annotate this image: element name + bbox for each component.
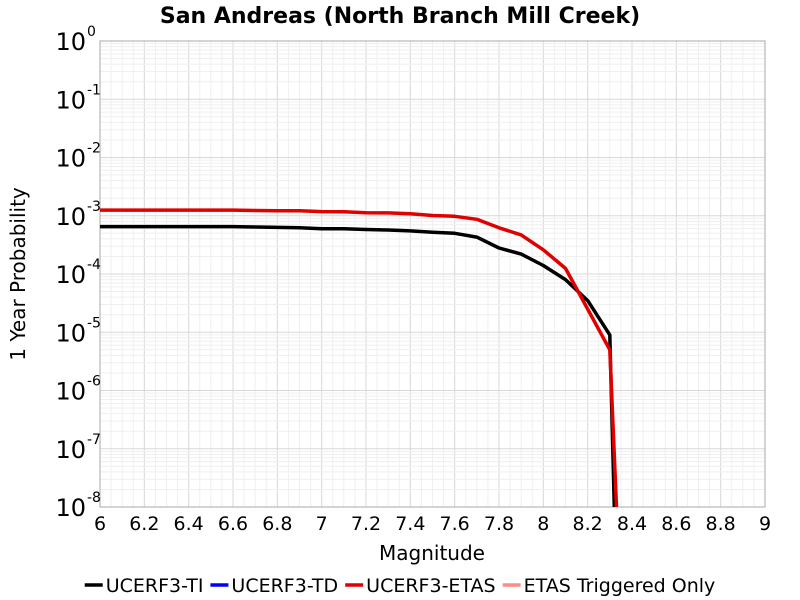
x-tick-label: 8.4 <box>617 513 647 535</box>
y-tick-label: 10 0 <box>55 24 95 56</box>
x-tick-label: 6.2 <box>129 513 159 535</box>
series-line-ucerf3-etas <box>100 208 619 508</box>
legend-item: UCERF3-ETAS <box>345 575 496 597</box>
x-tick-label: 7.2 <box>351 513 381 535</box>
y-tick-base: 10 <box>55 203 86 231</box>
x-tick-label: 7 <box>316 513 328 535</box>
y-tick-base: 10 <box>55 145 86 173</box>
y-tick-base: 10 <box>55 494 86 522</box>
y-tick-base: 10 <box>55 378 86 406</box>
y-tick-label: 10 -6 <box>55 374 101 406</box>
x-axis-label: Magnitude <box>379 541 485 565</box>
legend-item: UCERF3-TD <box>210 575 338 597</box>
y-tick-label: 10 -4 <box>55 257 101 289</box>
y-tick-base: 10 <box>55 86 86 114</box>
y-tick-label: 10 -8 <box>55 490 101 522</box>
legend-label: UCERF3-TD <box>231 575 338 597</box>
y-tick-label: 10 -2 <box>55 141 101 173</box>
y-tick-exponent: -8 <box>87 490 101 506</box>
x-tick-label: 9 <box>759 513 771 535</box>
legend: UCERF3-TI UCERF3-TD UCERF3-ETAS ETAS Trigge… <box>84 575 716 597</box>
y-tick-base: 10 <box>55 436 86 464</box>
grid <box>99 41 766 508</box>
x-tick-label: 7.8 <box>484 513 514 535</box>
x-tick-label: 6.4 <box>174 513 204 535</box>
y-tick-exponent: -4 <box>87 257 101 273</box>
x-tick-label: 8.2 <box>573 513 603 535</box>
y-tick-base: 10 <box>55 261 86 289</box>
y-tick-exponent: -1 <box>87 82 101 98</box>
legend-label: ETAS Triggered Only <box>524 575 716 597</box>
y-tick-label: 10 -5 <box>55 315 101 347</box>
y-tick-exponent: -5 <box>87 315 101 331</box>
y-tick-label: 10 -1 <box>55 82 101 114</box>
x-tick-label: 8.8 <box>706 513 736 535</box>
series-lines <box>100 208 619 508</box>
y-tick-exponent: -3 <box>87 199 101 215</box>
x-tick-label: 6.6 <box>218 513 248 535</box>
y-tick-base: 10 <box>55 28 86 56</box>
y-tick-exponent: 0 <box>87 24 96 40</box>
legend-item: ETAS Triggered Only <box>502 575 716 597</box>
legend-label: UCERF3-TI <box>106 575 204 597</box>
y-tick-exponent: -7 <box>87 432 101 448</box>
x-tick-label: 7.4 <box>395 513 425 535</box>
x-tick-label: 8.6 <box>661 513 691 535</box>
x-tick-labels: 6 6.2 6.4 6.6 6.8 7 7.2 7.4 7.6 7.8 8 8.2 8.4 8.6 8.8 9 <box>94 513 771 535</box>
y-tick-label: 10 -3 <box>55 199 101 231</box>
plot-area <box>99 40 766 508</box>
y-tick-label: 10 -7 <box>55 432 101 464</box>
legend-label: UCERF3-ETAS <box>366 575 495 597</box>
legend-item: UCERF3-TI <box>84 575 204 597</box>
x-tick-label: 6.8 <box>262 513 292 535</box>
y-tick-exponent: -6 <box>87 374 101 390</box>
x-tick-label: 6 <box>94 513 106 535</box>
chart-title: San Andreas (North Branch Mill Creek) <box>160 4 640 29</box>
y-tick-base: 10 <box>55 319 86 347</box>
y-tick-exponent: -2 <box>87 141 101 157</box>
x-tick-label: 8 <box>537 513 549 535</box>
series-line-ucerf3-ti <box>100 224 617 508</box>
x-tick-label: 7.6 <box>440 513 470 535</box>
y-axis-label: 1 Year Probability <box>6 187 30 361</box>
